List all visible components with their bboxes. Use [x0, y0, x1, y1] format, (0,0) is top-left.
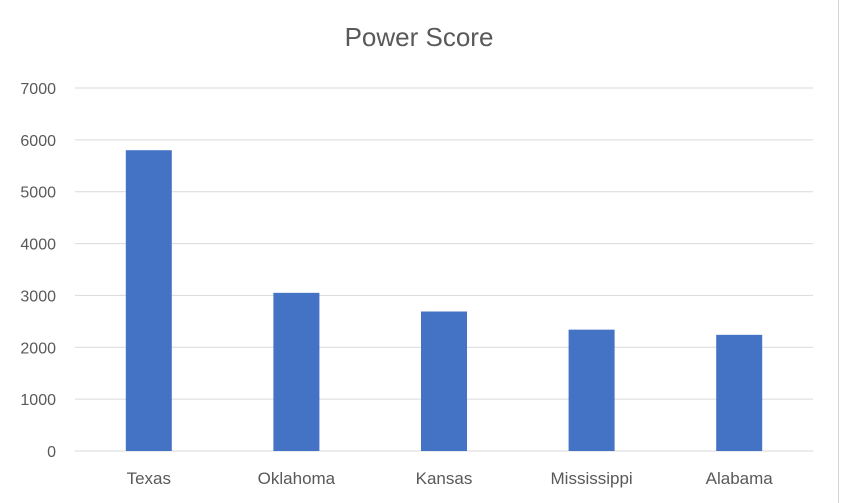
y-tick-label: 1000 [20, 392, 56, 409]
y-tick-label: 7000 [20, 81, 56, 98]
chart-title: Power Score [344, 22, 494, 52]
x-tick-label: Mississippi [551, 469, 633, 488]
y-tick-label: 5000 [20, 185, 56, 202]
y-tick-label: 4000 [20, 237, 56, 254]
y-tick-label: 6000 [20, 133, 56, 150]
x-tick-label: Texas [127, 469, 171, 488]
bar-oklahoma [273, 292, 320, 451]
spreadsheet-column-edge [838, 0, 842, 503]
y-tick-label: 3000 [20, 288, 56, 305]
y-tick-label: 2000 [20, 340, 56, 357]
bar-alabama [716, 334, 763, 451]
bar-mississippi [568, 329, 615, 451]
bar-texas [125, 150, 172, 451]
x-tick-label: Alabama [706, 469, 774, 488]
x-tick-label: Kansas [416, 469, 473, 488]
bar-kansas [421, 311, 467, 451]
x-tick-label: Oklahoma [258, 469, 336, 488]
y-tick-label: 0 [47, 444, 56, 461]
